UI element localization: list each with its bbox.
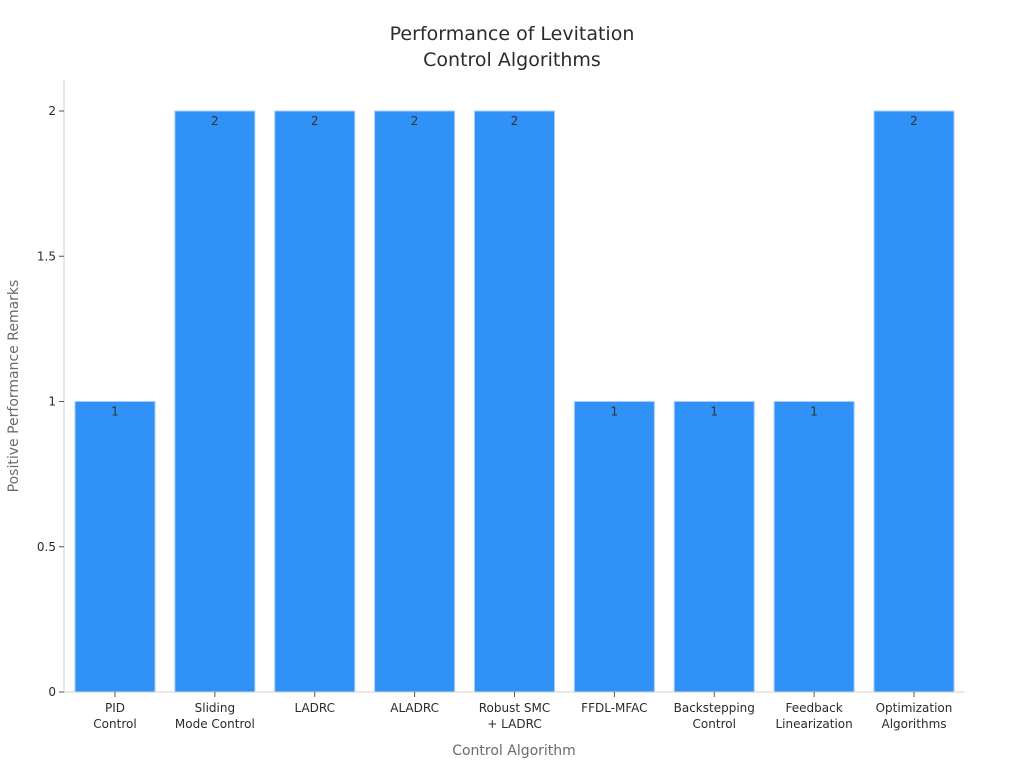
x-tick-label: LADRC (294, 701, 335, 715)
data-label: 2 (411, 114, 419, 128)
bar (174, 110, 256, 693)
x-tick-label: + LADRC (487, 717, 541, 731)
x-tick-label: Robust SMC (479, 701, 550, 715)
x-axis-label: Control Algorithm (452, 743, 576, 759)
bar (374, 110, 456, 693)
x-tick-label: Mode Control (175, 717, 255, 731)
y-tick-label: 2 (48, 104, 56, 118)
chart-title-line: Control Algorithms (423, 49, 601, 71)
data-labels: 1 2 2 2 2 1 1 1 2 (111, 114, 918, 419)
x-axis-ticks: PID Control Sliding Mode Control LADRC ALADRC… (93, 692, 952, 731)
bar (673, 401, 755, 693)
y-tick-label: 1.5 (37, 249, 56, 263)
x-tick-label: Control (93, 717, 136, 731)
x-tick-label: Backstepping (674, 701, 755, 715)
bar (274, 110, 356, 693)
bar (773, 401, 855, 693)
x-tick-label: PID (105, 701, 125, 715)
bar (573, 401, 655, 693)
bars (74, 110, 955, 693)
data-label: 2 (211, 114, 219, 128)
data-label: 1 (611, 405, 619, 419)
x-tick-label: Algorithms (881, 717, 946, 731)
x-tick-label: Control (693, 717, 736, 731)
y-tick-label: 0.5 (37, 540, 56, 554)
y-tick-label: 1 (48, 395, 56, 409)
bar (873, 110, 955, 693)
y-axis-ticks: 0 0.5 1 1.5 2 (37, 104, 64, 699)
data-label: 1 (111, 405, 119, 419)
data-label: 2 (910, 114, 918, 128)
y-tick-label: 0 (48, 685, 56, 699)
x-tick-label: Optimization (876, 701, 953, 715)
chart-title-line: Performance of Levitation (390, 23, 635, 45)
y-axis-label: Positive Performance Remarks (6, 280, 22, 493)
data-label: 1 (710, 405, 718, 419)
data-label: 1 (810, 405, 818, 419)
data-label: 2 (511, 114, 519, 128)
x-tick-label: ALADRC (390, 701, 439, 715)
x-tick-label: Linearization (775, 717, 852, 731)
bar (74, 401, 156, 693)
data-label: 2 (311, 114, 319, 128)
x-tick-label: Sliding (195, 701, 235, 715)
chart-title: Performance of Levitation Control Algorit… (390, 23, 635, 71)
bar (474, 110, 555, 693)
x-tick-label: FFDL-MFAC (581, 701, 647, 715)
x-tick-label: Feedback (786, 701, 843, 715)
